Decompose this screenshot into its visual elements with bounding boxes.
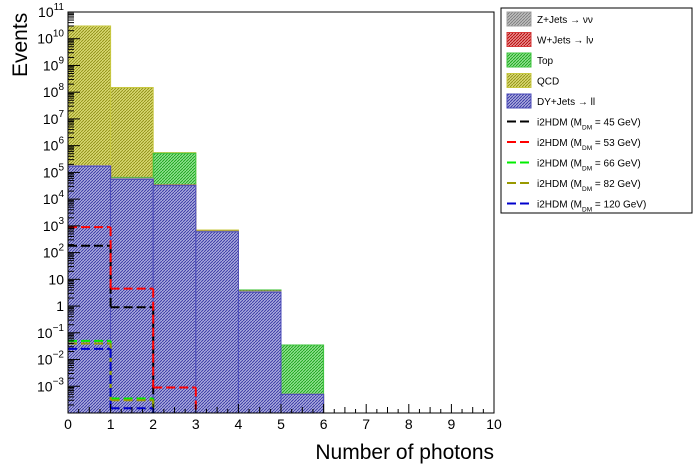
legend-swatch bbox=[506, 32, 532, 47]
legend-entry: i2HDM (MDM = 82 GeV) bbox=[507, 179, 641, 193]
legend-label: i2HDM (MDM = 66 GeV) bbox=[537, 159, 641, 173]
legend-label: Z+Jets → νν bbox=[537, 15, 593, 26]
y-tick-label: 108 bbox=[43, 82, 65, 100]
y-tick-label: 1 bbox=[56, 298, 64, 314]
signal-line bbox=[68, 347, 155, 413]
legend-entry: DY+Jets → ll bbox=[506, 93, 595, 109]
y-tick-label: 10−2 bbox=[37, 350, 64, 368]
x-tick-label: 5 bbox=[277, 416, 285, 432]
legend-entry: Z+Jets → νν bbox=[506, 11, 593, 27]
legend-swatch bbox=[506, 73, 532, 88]
x-tick-label: 1 bbox=[107, 416, 115, 432]
legend-entry: QCD bbox=[506, 73, 559, 88]
legend-label: QCD bbox=[537, 77, 559, 88]
signal-line bbox=[68, 244, 155, 413]
histogram-bar bbox=[110, 178, 154, 414]
legend-entry: i2HDM (MDM = 45 GeV) bbox=[507, 118, 641, 132]
x-tick-label: 0 bbox=[64, 416, 72, 432]
legend-label: Top bbox=[537, 56, 554, 67]
axes: 0 1 2 3 4 5 6 7 8 9 10 10−3 10−2 10−1 1 10 102 103 104 105 1… bbox=[37, 2, 502, 432]
legend-entry: Top bbox=[506, 52, 554, 68]
signal-curves bbox=[68, 226, 197, 413]
y-axis-title: Events bbox=[9, 13, 32, 77]
y-tick-label: 102 bbox=[43, 243, 65, 261]
histogram-bar bbox=[195, 231, 239, 414]
legend-entry: i2HDM (MDM = 66 GeV) bbox=[507, 159, 641, 173]
legend-box bbox=[500, 7, 693, 214]
y-tick-label: 10−1 bbox=[37, 323, 64, 341]
histogram-bar bbox=[67, 165, 112, 414]
signal-line bbox=[68, 342, 155, 413]
y-tick-label: 1010 bbox=[37, 29, 64, 47]
legend-swatch bbox=[506, 93, 532, 109]
x-tick-label: 3 bbox=[192, 416, 200, 432]
x-tick-label: 9 bbox=[448, 416, 456, 432]
y-tick-label: 109 bbox=[43, 55, 65, 73]
histogram-bar bbox=[237, 291, 282, 414]
legend-label: i2HDM (MDM = 53 GeV) bbox=[537, 138, 641, 152]
legend-label: i2HDM (MDM = 120 GeV) bbox=[537, 200, 646, 214]
legend-swatch bbox=[506, 11, 532, 27]
y-tick-label: 106 bbox=[43, 136, 65, 154]
x-tick-label: 10 bbox=[486, 416, 502, 432]
y-tick-label: 103 bbox=[43, 216, 65, 234]
y-tick-label: 1011 bbox=[38, 2, 64, 20]
legend-label: W+Jets → lν bbox=[537, 36, 593, 47]
x-tick-label: 2 bbox=[149, 416, 157, 432]
legend-label: i2HDM (MDM = 45 GeV) bbox=[537, 118, 641, 132]
legend-entry: W+Jets → lν bbox=[506, 32, 593, 47]
legend-entry: i2HDM (MDM = 53 GeV) bbox=[507, 138, 641, 152]
histogram-bar bbox=[152, 185, 197, 414]
y-tick-label: 10 bbox=[48, 271, 64, 287]
legend: Z+Jets → νν W+Jets → lν Top QCD DY+Jets → ll… bbox=[500, 7, 693, 214]
x-axis-title: Number of photons bbox=[315, 441, 494, 464]
legend-swatch bbox=[506, 52, 532, 68]
legend-entry: i2HDM (MDM = 120 GeV) bbox=[507, 200, 646, 214]
x-tick-label: 7 bbox=[362, 416, 370, 432]
series-dyjets bbox=[67, 165, 325, 414]
y-tick-label: 104 bbox=[43, 189, 65, 207]
signal-line bbox=[68, 226, 197, 413]
y-tick-label: 107 bbox=[43, 109, 65, 127]
legend-label: DY+Jets → ll bbox=[537, 97, 595, 108]
y-tick-label: 10−3 bbox=[37, 376, 64, 394]
x-tick-label: 6 bbox=[320, 416, 328, 432]
x-tick-label: 8 bbox=[405, 416, 413, 432]
x-tick-label: 4 bbox=[235, 416, 243, 432]
legend-label: i2HDM (MDM = 82 GeV) bbox=[537, 179, 641, 193]
y-tick-label: 105 bbox=[43, 162, 65, 180]
stacked-histogram-bars bbox=[67, 25, 325, 414]
